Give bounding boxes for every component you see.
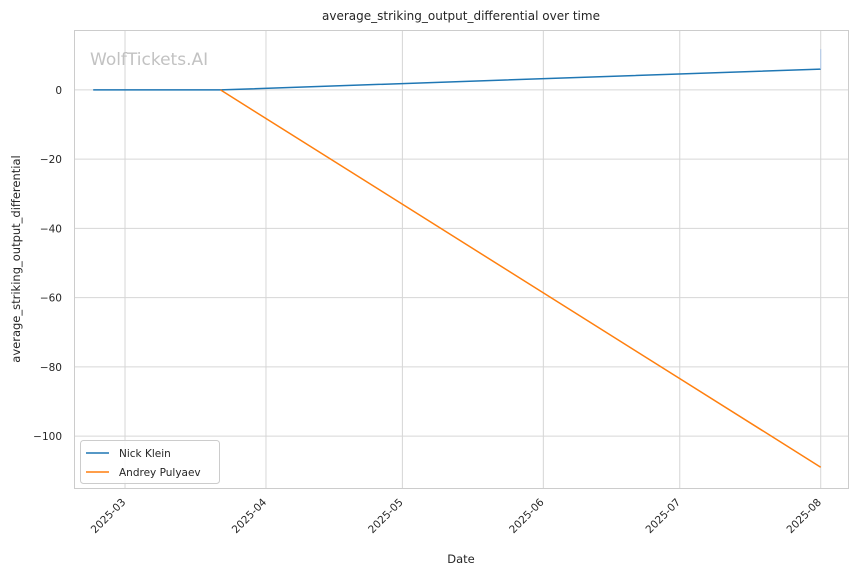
x-tick-label: 2025-08 [785, 496, 825, 536]
y-tick-label: −20 [40, 154, 62, 166]
series-line-1 [93, 68, 821, 91]
plot-frame [74, 30, 849, 489]
x-tick-labels: 2025-03 2025-04 2025-05 2025-06 2025-07 2025-… [89, 496, 824, 536]
series-lines [93, 49, 822, 468]
legend: Nick Klein Andrey Pulyaev [80, 440, 220, 484]
x-axis-label: Date [447, 552, 475, 566]
y-tick-labels: 0 −20 −40 −60 −80 −100 [33, 85, 62, 443]
y-tick-label: −80 [40, 362, 62, 374]
series-line-2 [220, 89, 822, 468]
legend-box [80, 440, 220, 484]
y-tick-label: −60 [40, 293, 62, 305]
watermark: WolfTickets.AI [90, 50, 208, 70]
x-tick-label: 2025-04 [230, 496, 270, 536]
y-axis-label: average_striking_output_differential [9, 155, 23, 362]
y-tick-label: −100 [33, 431, 62, 443]
legend-label: Andrey Pulyaev [119, 467, 201, 479]
y-tick-label: 0 [55, 85, 62, 97]
grid [75, 31, 848, 488]
x-tick-label: 2025-06 [507, 496, 547, 536]
x-tick-label: 2025-05 [366, 496, 406, 536]
x-tick-label: 2025-03 [89, 496, 129, 536]
chart-title: average_striking_output_differential ove… [322, 9, 600, 23]
x-tick-label: 2025-07 [644, 496, 684, 536]
legend-label: Nick Klein [119, 448, 171, 460]
y-tick-label: −40 [40, 223, 62, 235]
